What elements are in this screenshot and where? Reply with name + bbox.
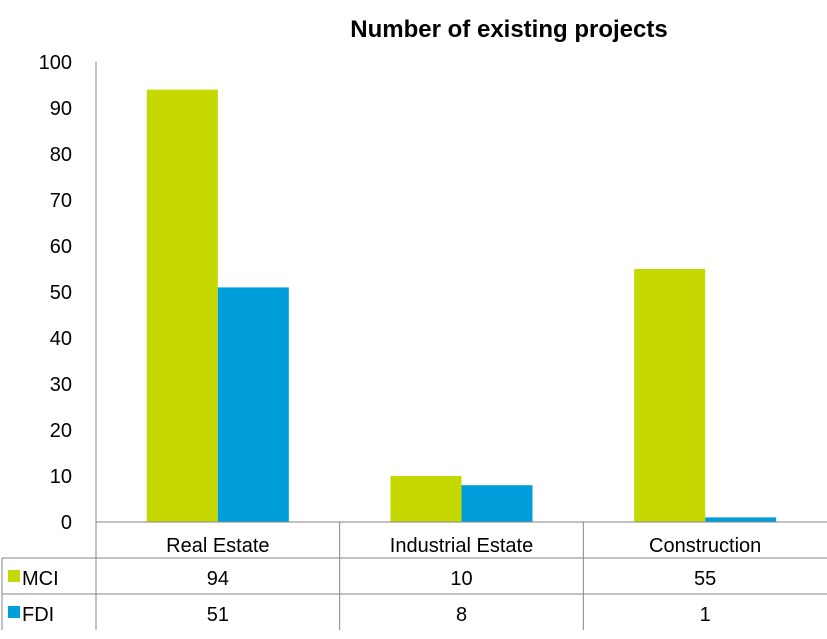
y-tick-label: 100 bbox=[39, 52, 72, 74]
data-label: 8 bbox=[456, 604, 467, 626]
x-category-label: Industrial Estate bbox=[390, 535, 533, 557]
data-label: 55 bbox=[694, 568, 716, 590]
chart-title: Number of existing projects bbox=[350, 16, 667, 43]
y-tick-label: 10 bbox=[50, 466, 72, 488]
y-tick-label: 90 bbox=[50, 98, 72, 120]
y-axis-ticks: 0 10 20 30 40 50 60 70 80 90 100 bbox=[39, 52, 72, 534]
bar-mci-real-estate bbox=[146, 89, 218, 522]
data-table: Real Estate Industrial Estate Construction… bbox=[1, 521, 827, 630]
legend-label-fdi: FDI bbox=[22, 604, 54, 626]
legend-key-mci bbox=[8, 570, 20, 582]
bars bbox=[146, 89, 777, 522]
y-tick-label: 0 bbox=[61, 512, 72, 534]
y-tick-label: 20 bbox=[50, 420, 72, 442]
data-label: 10 bbox=[450, 568, 472, 590]
data-label: 94 bbox=[207, 568, 229, 590]
y-tick-label: 50 bbox=[50, 282, 72, 304]
bar-mci-industrial-estate bbox=[390, 476, 462, 522]
x-category-label: Real Estate bbox=[166, 535, 269, 557]
bar-fdi-construction bbox=[705, 517, 777, 522]
y-tick-label: 30 bbox=[50, 374, 72, 396]
y-tick-label: 60 bbox=[50, 236, 72, 258]
legend-label-mci: MCI bbox=[22, 568, 59, 590]
bar-mci-construction bbox=[634, 269, 706, 522]
bar-fdi-real-estate bbox=[217, 287, 289, 522]
y-tick-label: 80 bbox=[50, 144, 72, 166]
data-label: 51 bbox=[207, 604, 229, 626]
bar-fdi-industrial-estate bbox=[461, 485, 533, 522]
x-category-label: Construction bbox=[649, 535, 761, 557]
data-label: 1 bbox=[700, 604, 711, 626]
legend-key-fdi bbox=[8, 606, 20, 618]
y-tick-label: 70 bbox=[50, 190, 72, 212]
y-tick-label: 40 bbox=[50, 328, 72, 350]
